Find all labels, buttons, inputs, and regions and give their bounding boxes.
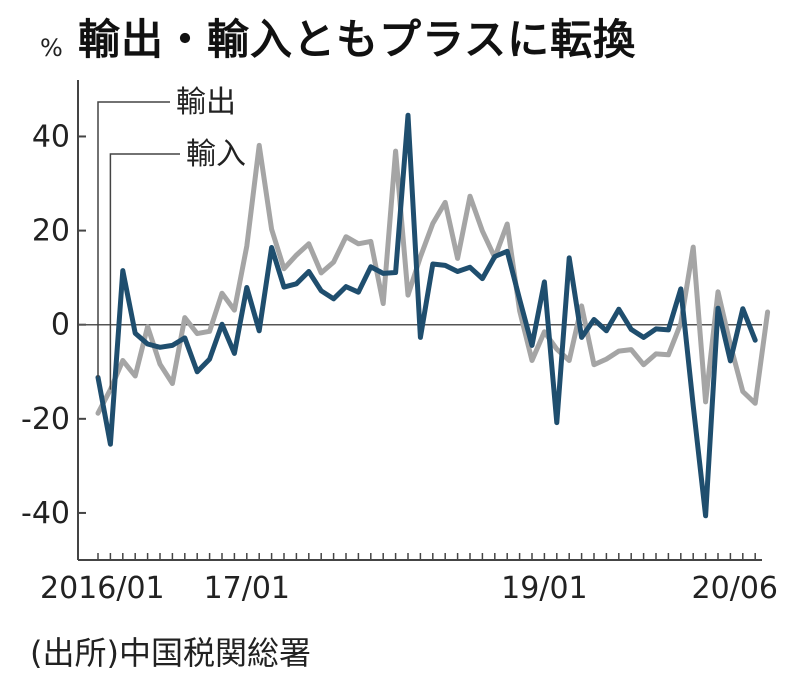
x-tick-label: 17/01 bbox=[204, 571, 290, 606]
y-tick-label: 0 bbox=[51, 308, 70, 343]
legend-leader-line bbox=[97, 101, 170, 378]
series-layer bbox=[95, 112, 771, 519]
x-tick-label: 2016/01 bbox=[40, 571, 165, 606]
y-tick-label: 20 bbox=[32, 214, 70, 249]
x-axis-ticks: 2016/01 17/01 19/01 20/06 bbox=[40, 553, 778, 606]
chart-title: 輸出・輸入ともプラスに転換 bbox=[78, 15, 637, 64]
y-axis-unit: % bbox=[40, 34, 63, 62]
y-tick-label: -40 bbox=[21, 496, 70, 531]
legend-label: 輸出 bbox=[176, 85, 236, 120]
title-row: % 輸出・輸入ともプラスに転換 bbox=[36, 2, 796, 72]
import-series-line bbox=[95, 142, 771, 416]
legend-leader-line bbox=[109, 153, 180, 390]
y-axis-ticks: 40 20 0 -20 -40 bbox=[21, 119, 86, 531]
source-note: (出所)中国税関総署 bbox=[30, 634, 311, 672]
y-tick-label: -20 bbox=[21, 402, 70, 437]
y-tick-label: 40 bbox=[32, 119, 70, 154]
x-tick-label: 19/01 bbox=[501, 571, 587, 606]
legend-label: 輸入 bbox=[186, 137, 246, 172]
export-series-line bbox=[95, 112, 758, 519]
x-tick-label: 20/06 bbox=[692, 571, 778, 606]
